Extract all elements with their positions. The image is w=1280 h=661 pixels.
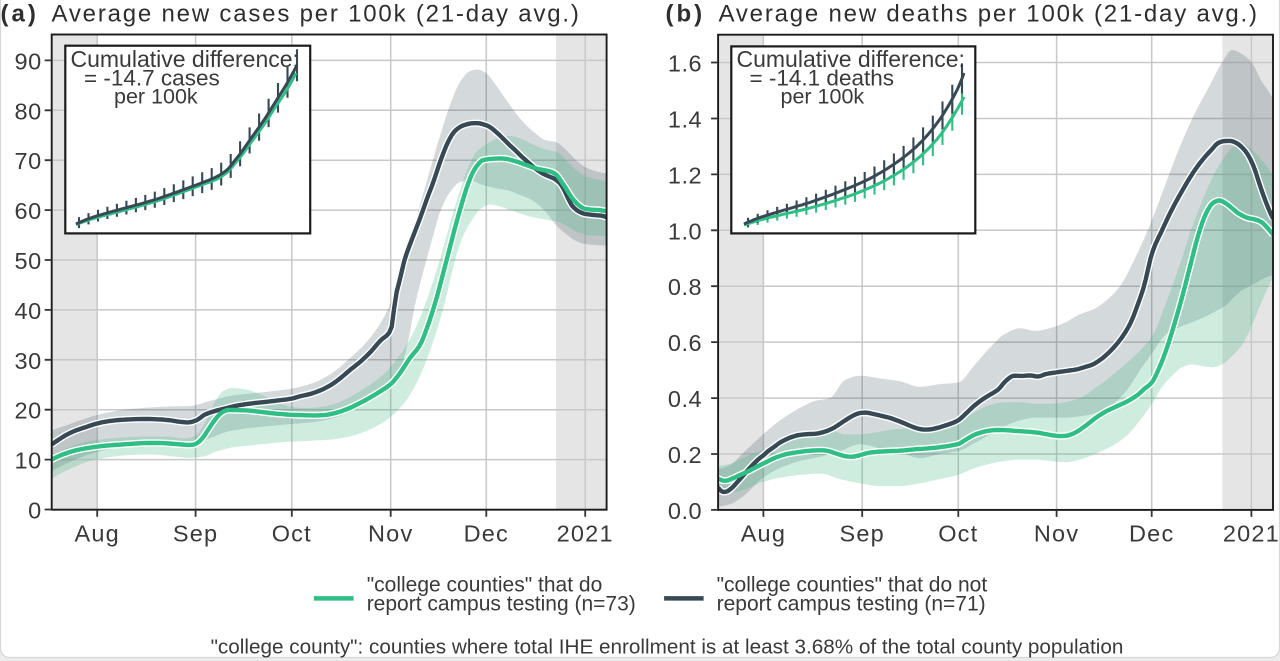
svg-text:20: 20: [15, 398, 42, 424]
svg-text:80: 80: [15, 98, 42, 124]
svg-text:Oct: Oct: [938, 521, 978, 547]
svg-text:(a): (a): [1, 1, 39, 28]
svg-text:Oct: Oct: [272, 521, 312, 547]
svg-text:2021: 2021: [1223, 521, 1280, 547]
svg-text:60: 60: [15, 198, 42, 224]
svg-text:30: 30: [15, 348, 42, 374]
svg-text:1.2: 1.2: [668, 162, 702, 188]
svg-text:per 100k: per 100k: [114, 84, 198, 108]
svg-text:"college county": counties whe: "college county": counties where total I…: [211, 636, 1124, 659]
svg-text:"college counties" that do not: "college counties" that do not: [717, 573, 988, 596]
svg-text:report campus testing (n=73): report campus testing (n=73): [367, 593, 636, 616]
svg-text:Nov: Nov: [1034, 521, 1079, 547]
svg-text:10: 10: [15, 448, 42, 474]
svg-text:report campus testing (n=71): report campus testing (n=71): [717, 593, 986, 616]
svg-text:Average new cases per 100k (21: Average new cases per 100k (21-day avg.): [52, 1, 581, 28]
svg-text:0: 0: [28, 498, 42, 524]
svg-text:0.4: 0.4: [668, 386, 702, 412]
svg-text:0.8: 0.8: [668, 274, 702, 300]
svg-text:"college counties" that do: "college counties" that do: [367, 573, 603, 596]
svg-text:1.0: 1.0: [668, 218, 702, 244]
svg-text:= -14.7 cases: = -14.7 cases: [84, 65, 220, 90]
svg-text:Sep: Sep: [173, 521, 218, 547]
svg-text:Cumulative difference:: Cumulative difference:: [71, 46, 299, 72]
svg-text:70: 70: [15, 148, 42, 174]
svg-text:Dec: Dec: [464, 521, 509, 547]
svg-text:(b): (b): [666, 1, 706, 28]
svg-text:Cumulative difference:: Cumulative difference:: [737, 46, 965, 72]
svg-text:90: 90: [15, 48, 42, 74]
svg-text:0.0: 0.0: [668, 498, 702, 524]
svg-text:per 100k: per 100k: [781, 84, 865, 108]
svg-text:1.4: 1.4: [668, 107, 702, 133]
svg-text:0.6: 0.6: [668, 330, 702, 356]
svg-text:Sep: Sep: [839, 521, 884, 547]
svg-text:0.2: 0.2: [668, 442, 702, 468]
svg-text:2021: 2021: [557, 521, 614, 547]
svg-text:Aug: Aug: [74, 521, 119, 547]
svg-text:Aug: Aug: [741, 521, 786, 547]
svg-text:= -14.1 deaths: = -14.1 deaths: [750, 65, 894, 90]
svg-text:1.6: 1.6: [668, 51, 702, 77]
svg-text:Dec: Dec: [1129, 521, 1174, 547]
svg-text:50: 50: [15, 248, 42, 274]
svg-text:Average new deaths per 100k (2: Average new deaths per 100k (21-day avg.…: [719, 1, 1259, 28]
svg-text:Nov: Nov: [368, 521, 413, 547]
svg-text:40: 40: [15, 298, 42, 324]
